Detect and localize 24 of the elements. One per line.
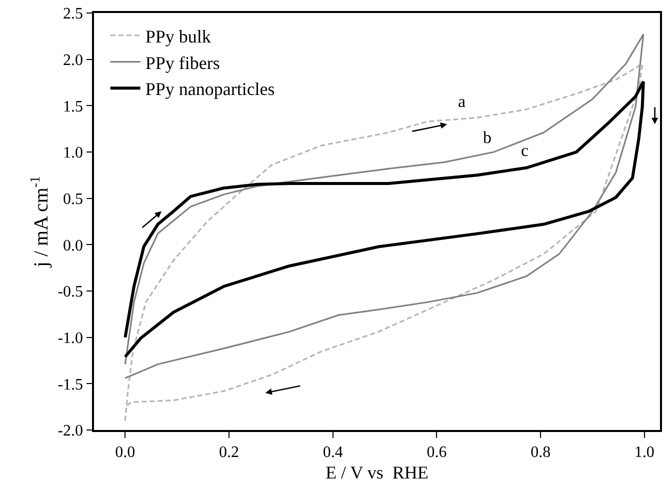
y-tick-label: 2.0 bbox=[63, 52, 84, 69]
x-tick-label: 1.0 bbox=[634, 444, 654, 461]
y-tick-label: 0.5 bbox=[63, 190, 84, 208]
y-tick-label: 1.5 bbox=[63, 98, 84, 116]
annotation: c bbox=[521, 141, 529, 160]
annotation: a bbox=[458, 92, 466, 111]
x-axis-title: E / V vs RHE bbox=[326, 462, 428, 483]
y-tick-label: 0.0 bbox=[63, 237, 84, 254]
y-tick-label: 1.0 bbox=[63, 144, 84, 162]
x-tick-label: 0.8 bbox=[530, 444, 551, 461]
x-tick-label: 0.6 bbox=[426, 444, 447, 461]
line-series bbox=[124, 80, 645, 358]
legend-label: PPy bulk bbox=[145, 26, 211, 46]
y-tick-label: -0.5 bbox=[58, 284, 84, 301]
x-tick-label: 0.0 bbox=[115, 444, 136, 461]
x-tick-label: 0.4 bbox=[322, 444, 343, 461]
y-tick-label: -1.0 bbox=[58, 330, 84, 347]
legend-label: PPy fibers bbox=[145, 52, 220, 73]
legend-label: PPy nanoparticles bbox=[145, 79, 275, 100]
annotation: b bbox=[483, 128, 492, 147]
y-tick-label: -1.5 bbox=[58, 376, 84, 394]
y-tick-label: -2.0 bbox=[58, 422, 84, 440]
x-tick-label: 0.2 bbox=[219, 444, 240, 461]
y-tick-label: 2.5 bbox=[63, 6, 84, 23]
